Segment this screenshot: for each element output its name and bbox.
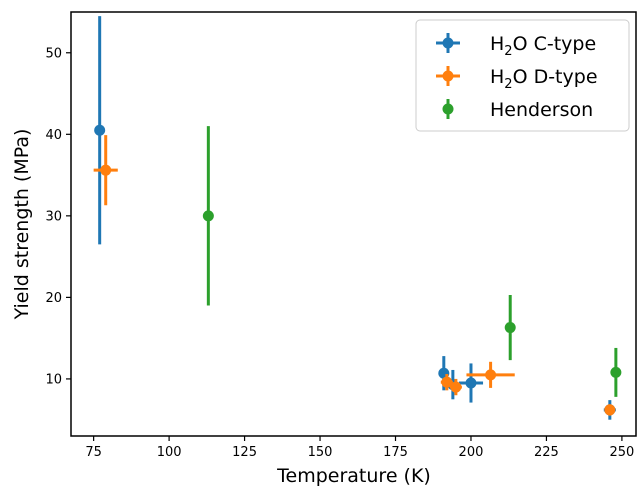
data-point xyxy=(610,366,622,378)
x-tick-label: 150 xyxy=(308,445,333,460)
legend-marker xyxy=(442,37,454,49)
y-tick-label: 30 xyxy=(45,209,62,224)
x-tick-label: 100 xyxy=(157,445,182,460)
series-2 xyxy=(202,126,622,397)
data-point xyxy=(450,381,462,393)
x-tick-label: 200 xyxy=(459,445,484,460)
legend-marker xyxy=(442,70,454,82)
legend-item: Henderson xyxy=(442,99,593,121)
legend-item: H2O D-type xyxy=(436,66,598,92)
data-point xyxy=(441,376,453,388)
legend-label: H2O D-type xyxy=(490,66,598,92)
series-1 xyxy=(93,135,616,416)
data-point xyxy=(202,210,214,222)
x-tick-label: 175 xyxy=(383,445,408,460)
y-tick-label: 50 xyxy=(45,46,62,61)
data-point xyxy=(485,369,497,381)
y-tick-label: 20 xyxy=(45,291,62,306)
data-point xyxy=(604,404,616,416)
axes: 75 100 125 150 175 200 225 250 10 20 30 40 50 xyxy=(45,11,637,460)
y-axis-label: Yield strength (MPa) xyxy=(11,129,33,321)
legend-marker xyxy=(442,103,454,115)
x-tick-label: 250 xyxy=(609,445,634,460)
x-tick-label: 225 xyxy=(534,445,559,460)
y-tick-label: 40 xyxy=(45,128,62,143)
legend: H2O C-type H2O D-type Henderson xyxy=(415,19,630,132)
legend-box xyxy=(415,19,630,132)
data-point xyxy=(465,377,477,389)
plot-frame xyxy=(70,11,637,437)
data-point xyxy=(100,164,112,176)
legend-item: H2O C-type xyxy=(436,33,596,59)
plot-area xyxy=(93,16,622,420)
x-axis-label: Temperature (K) xyxy=(276,465,431,487)
y-tick-label: 10 xyxy=(45,372,62,387)
legend-label: H2O C-type xyxy=(490,33,596,59)
x-tick-label: 125 xyxy=(232,445,257,460)
x-tick-label: 75 xyxy=(85,445,102,460)
data-point xyxy=(504,322,516,334)
data-point xyxy=(94,124,106,136)
legend-label: Henderson xyxy=(490,99,593,121)
